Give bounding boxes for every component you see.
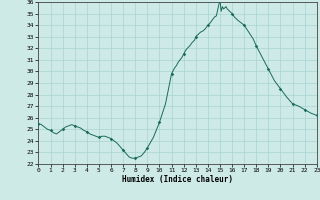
X-axis label: Humidex (Indice chaleur): Humidex (Indice chaleur) bbox=[122, 175, 233, 184]
